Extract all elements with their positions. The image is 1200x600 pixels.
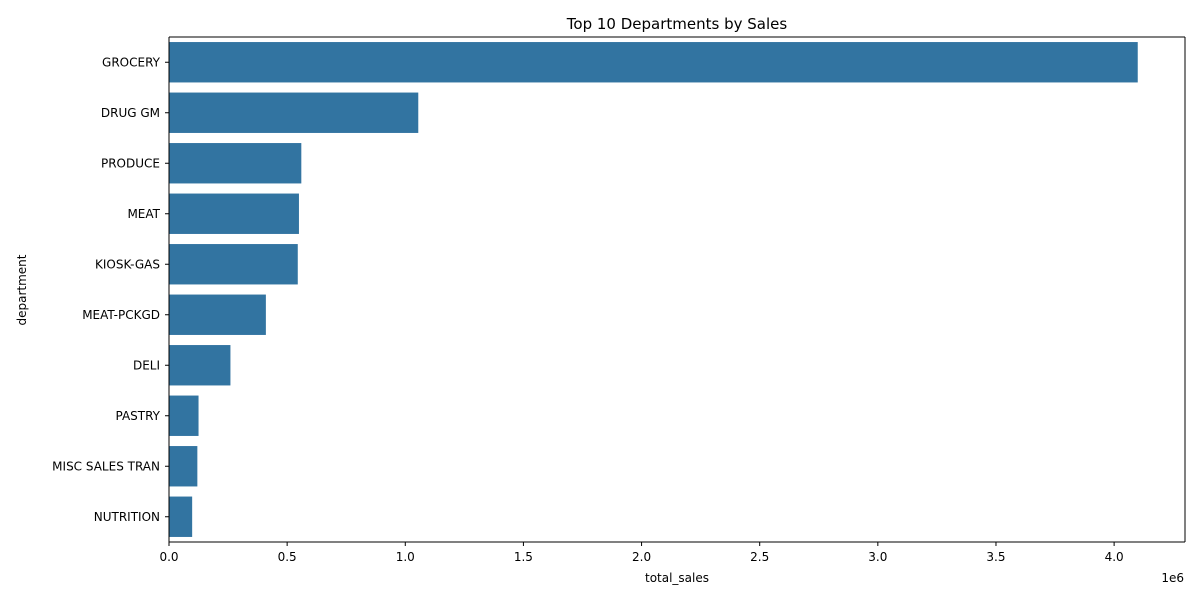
bar-nutrition [169,496,193,537]
y-ticks-group: GROCERY DRUG GM PRODUCE MEAT KIOSK-GAS MEAT-P… [52,55,169,524]
y-tick-label: GROCERY [102,55,161,69]
y-tick-label: MEAT-PCKGD [82,308,160,322]
bar-pastry [169,395,199,436]
bar-meat [169,193,299,234]
bars-group [169,42,1138,537]
y-tick-label: MISC SALES TRAN [52,459,160,473]
x-tick-label: 3.0 [868,550,887,564]
x-tick-label: 0.5 [278,550,297,564]
y-axis-label: department [15,254,29,325]
plot-frame [168,36,1186,543]
y-tick-label: MEAT [127,207,160,221]
x-tick-label: 4.0 [1105,550,1124,564]
x-axis-offset-label: 1e6 [1161,571,1184,585]
chart-title: Top 10 Departments by Sales [566,15,788,33]
bar-drug-gm [169,92,419,133]
x-tick-label: 3.5 [986,550,1005,564]
y-tick-label: KIOSK-GAS [95,257,160,271]
bar-produce [169,143,302,184]
y-tick-label: PASTRY [115,409,160,423]
x-tick-label: 1.0 [396,550,415,564]
y-tick-label: NUTRITION [94,510,160,524]
y-tick-label: DRUG GM [101,106,160,120]
x-tick-label: 1.5 [514,550,533,564]
x-axis-label: total_sales [645,571,709,585]
x-tick-label: 0.0 [159,550,178,564]
bar-meat-pckgd [169,294,266,335]
y-tick-label: PRODUCE [101,156,160,170]
x-ticks-group: 0.0 0.5 1.0 1.5 2.0 2.5 3.0 3.5 4.0 [159,542,1124,564]
bar-deli [169,345,231,386]
bar-misc-sales-tran [169,446,198,487]
bar-grocery [169,42,1138,83]
bar-kiosk-gas [169,244,298,285]
x-tick-label: 2.0 [632,550,651,564]
y-tick-label: DELI [133,358,160,372]
x-tick-label: 2.5 [750,550,769,564]
